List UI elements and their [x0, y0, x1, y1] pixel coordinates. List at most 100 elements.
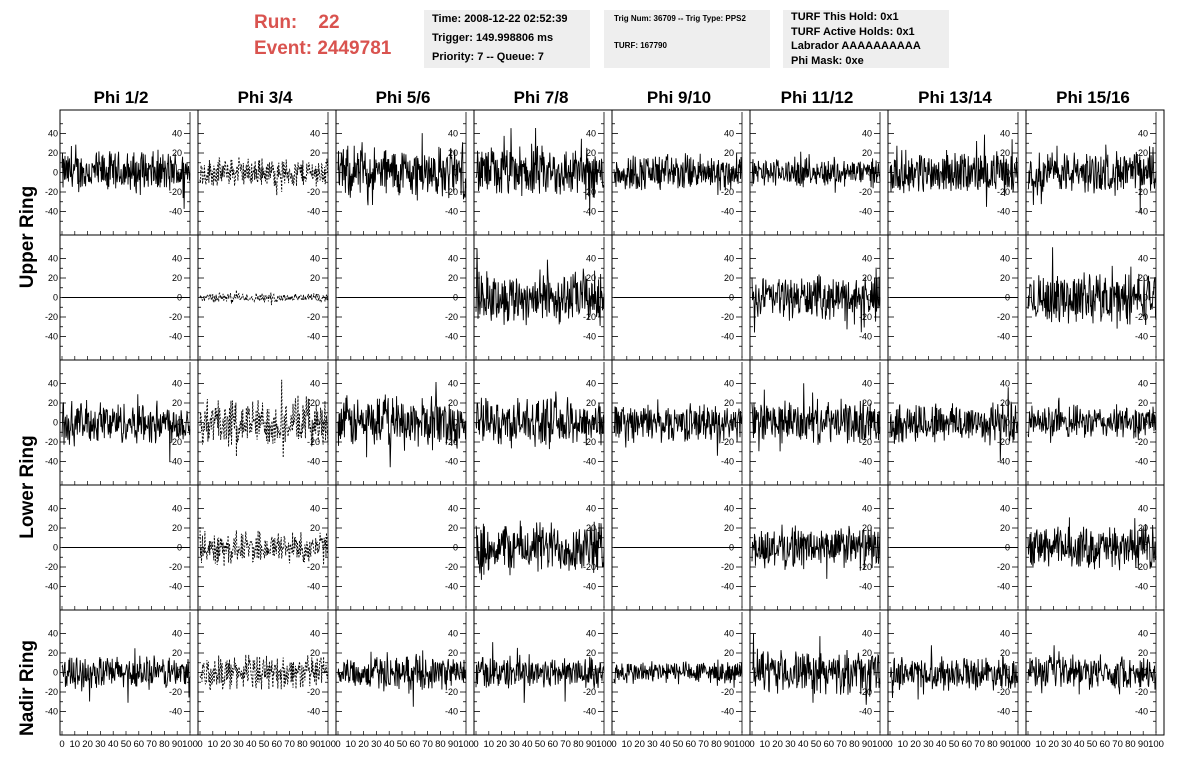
- x-tick-label: 50: [535, 739, 546, 750]
- y-tick-label: -20: [307, 312, 320, 322]
- y-tick-label: -20: [997, 437, 1010, 447]
- y-tick-label-outer: -20: [45, 687, 58, 697]
- y-tick-label: 40: [172, 629, 182, 639]
- y-tick-label: 40: [862, 504, 872, 514]
- waveform-trace: [889, 645, 1019, 700]
- y-tick-label: 20: [1138, 148, 1148, 158]
- y-tick-label: 40: [586, 504, 596, 514]
- y-tick-label: -20: [721, 187, 734, 197]
- x-tick-label: 90: [1000, 739, 1011, 750]
- x-tick-label: 100: [1010, 739, 1026, 750]
- x-tick-label: 70: [284, 739, 295, 750]
- x-tick-label: 20: [220, 739, 231, 750]
- x-tick-label: 20: [634, 739, 645, 750]
- y-tick-label: -40: [1135, 332, 1148, 342]
- y-tick-label: 20: [172, 523, 182, 533]
- y-tick-label: -20: [307, 562, 320, 572]
- waveform-trace: [61, 648, 191, 703]
- y-tick-label: 40: [448, 129, 458, 139]
- x-tick-label: 10: [484, 739, 495, 750]
- x-tick-label: 90: [448, 739, 459, 750]
- x-tick-label: 10: [208, 739, 219, 750]
- y-tick-label: -20: [1135, 187, 1148, 197]
- y-tick-label: -20: [997, 187, 1010, 197]
- y-tick-label: -40: [721, 582, 734, 592]
- y-tick-label: -40: [445, 457, 458, 467]
- y-tick-label: -40: [445, 582, 458, 592]
- trig-info-box: Trig Num: 36709 -- Trig Type: PPS2 TURF:…: [604, 10, 770, 68]
- x-tick-label: 40: [384, 739, 395, 750]
- y-tick-label: 0: [867, 418, 872, 428]
- waveform-trace: [337, 133, 467, 206]
- waveform-trace: [199, 526, 328, 567]
- waveform-trace: [475, 248, 605, 326]
- y-tick-label: 40: [724, 129, 734, 139]
- y-tick-label: -40: [721, 332, 734, 342]
- y-tick-label: 20: [310, 523, 320, 533]
- y-tick-label: 20: [310, 273, 320, 283]
- x-tick-label: 30: [371, 739, 382, 750]
- column-header-3: Phi 5/6: [375, 88, 431, 107]
- y-tick-label: -40: [169, 332, 182, 342]
- y-tick-label: 40: [1000, 629, 1010, 639]
- x-tick-label: 90: [310, 739, 321, 750]
- y-tick-label: 40: [448, 379, 458, 389]
- y-tick-label-outer: -20: [45, 187, 58, 197]
- y-tick-label-outer: -40: [45, 207, 58, 217]
- y-tick-label: 20: [172, 398, 182, 408]
- y-tick-label-outer: 0: [53, 418, 58, 428]
- y-tick-label: 20: [1000, 398, 1010, 408]
- x-tick-label: 70: [698, 739, 709, 750]
- x-tick-label: 0: [1025, 739, 1030, 750]
- y-tick-label-outer: 20: [48, 273, 58, 283]
- x-tick-label: 100: [182, 739, 198, 750]
- x-tick-label: 30: [923, 739, 934, 750]
- y-tick-label: -20: [307, 687, 320, 697]
- x-tick-label: 70: [836, 739, 847, 750]
- x-tick-label: 90: [172, 739, 183, 750]
- x-tick-label: 80: [297, 739, 308, 750]
- waveform-trace: [475, 520, 605, 580]
- y-tick-label: 40: [724, 379, 734, 389]
- x-tick-label: 50: [1087, 739, 1098, 750]
- y-tick-label: -20: [169, 187, 182, 197]
- y-tick-label: 0: [1005, 668, 1010, 678]
- y-tick-label: 0: [315, 668, 320, 678]
- x-tick-label: 50: [397, 739, 408, 750]
- y-tick-label-outer: -40: [45, 457, 58, 467]
- y-tick-label: 20: [862, 273, 872, 283]
- x-tick-label: 60: [272, 739, 283, 750]
- y-tick-label: -20: [721, 687, 734, 697]
- x-tick-label: 0: [887, 739, 892, 750]
- y-tick-label-outer: 0: [53, 543, 58, 553]
- x-tick-label: 80: [159, 739, 170, 750]
- y-tick-label-outer: -20: [45, 562, 58, 572]
- column-header-5: Phi 9/10: [646, 88, 712, 107]
- y-tick-label: 20: [1138, 398, 1148, 408]
- waveform-trace: [1027, 517, 1157, 571]
- y-tick-label: 40: [172, 504, 182, 514]
- x-tick-label: 0: [611, 739, 616, 750]
- phi-mask-line: Phi Mask: 0xe: [791, 54, 864, 67]
- x-tick-label: 90: [1138, 739, 1149, 750]
- run-label: Run:: [254, 12, 298, 33]
- y-tick-label: 40: [862, 629, 872, 639]
- x-tick-label: 50: [259, 739, 270, 750]
- x-tick-label: 90: [862, 739, 873, 750]
- waveform-trace: [1027, 144, 1157, 213]
- x-tick-label: 50: [949, 739, 960, 750]
- x-tick-label: 0: [473, 739, 478, 750]
- y-tick-label: 20: [310, 148, 320, 158]
- y-tick-label: 0: [867, 293, 872, 303]
